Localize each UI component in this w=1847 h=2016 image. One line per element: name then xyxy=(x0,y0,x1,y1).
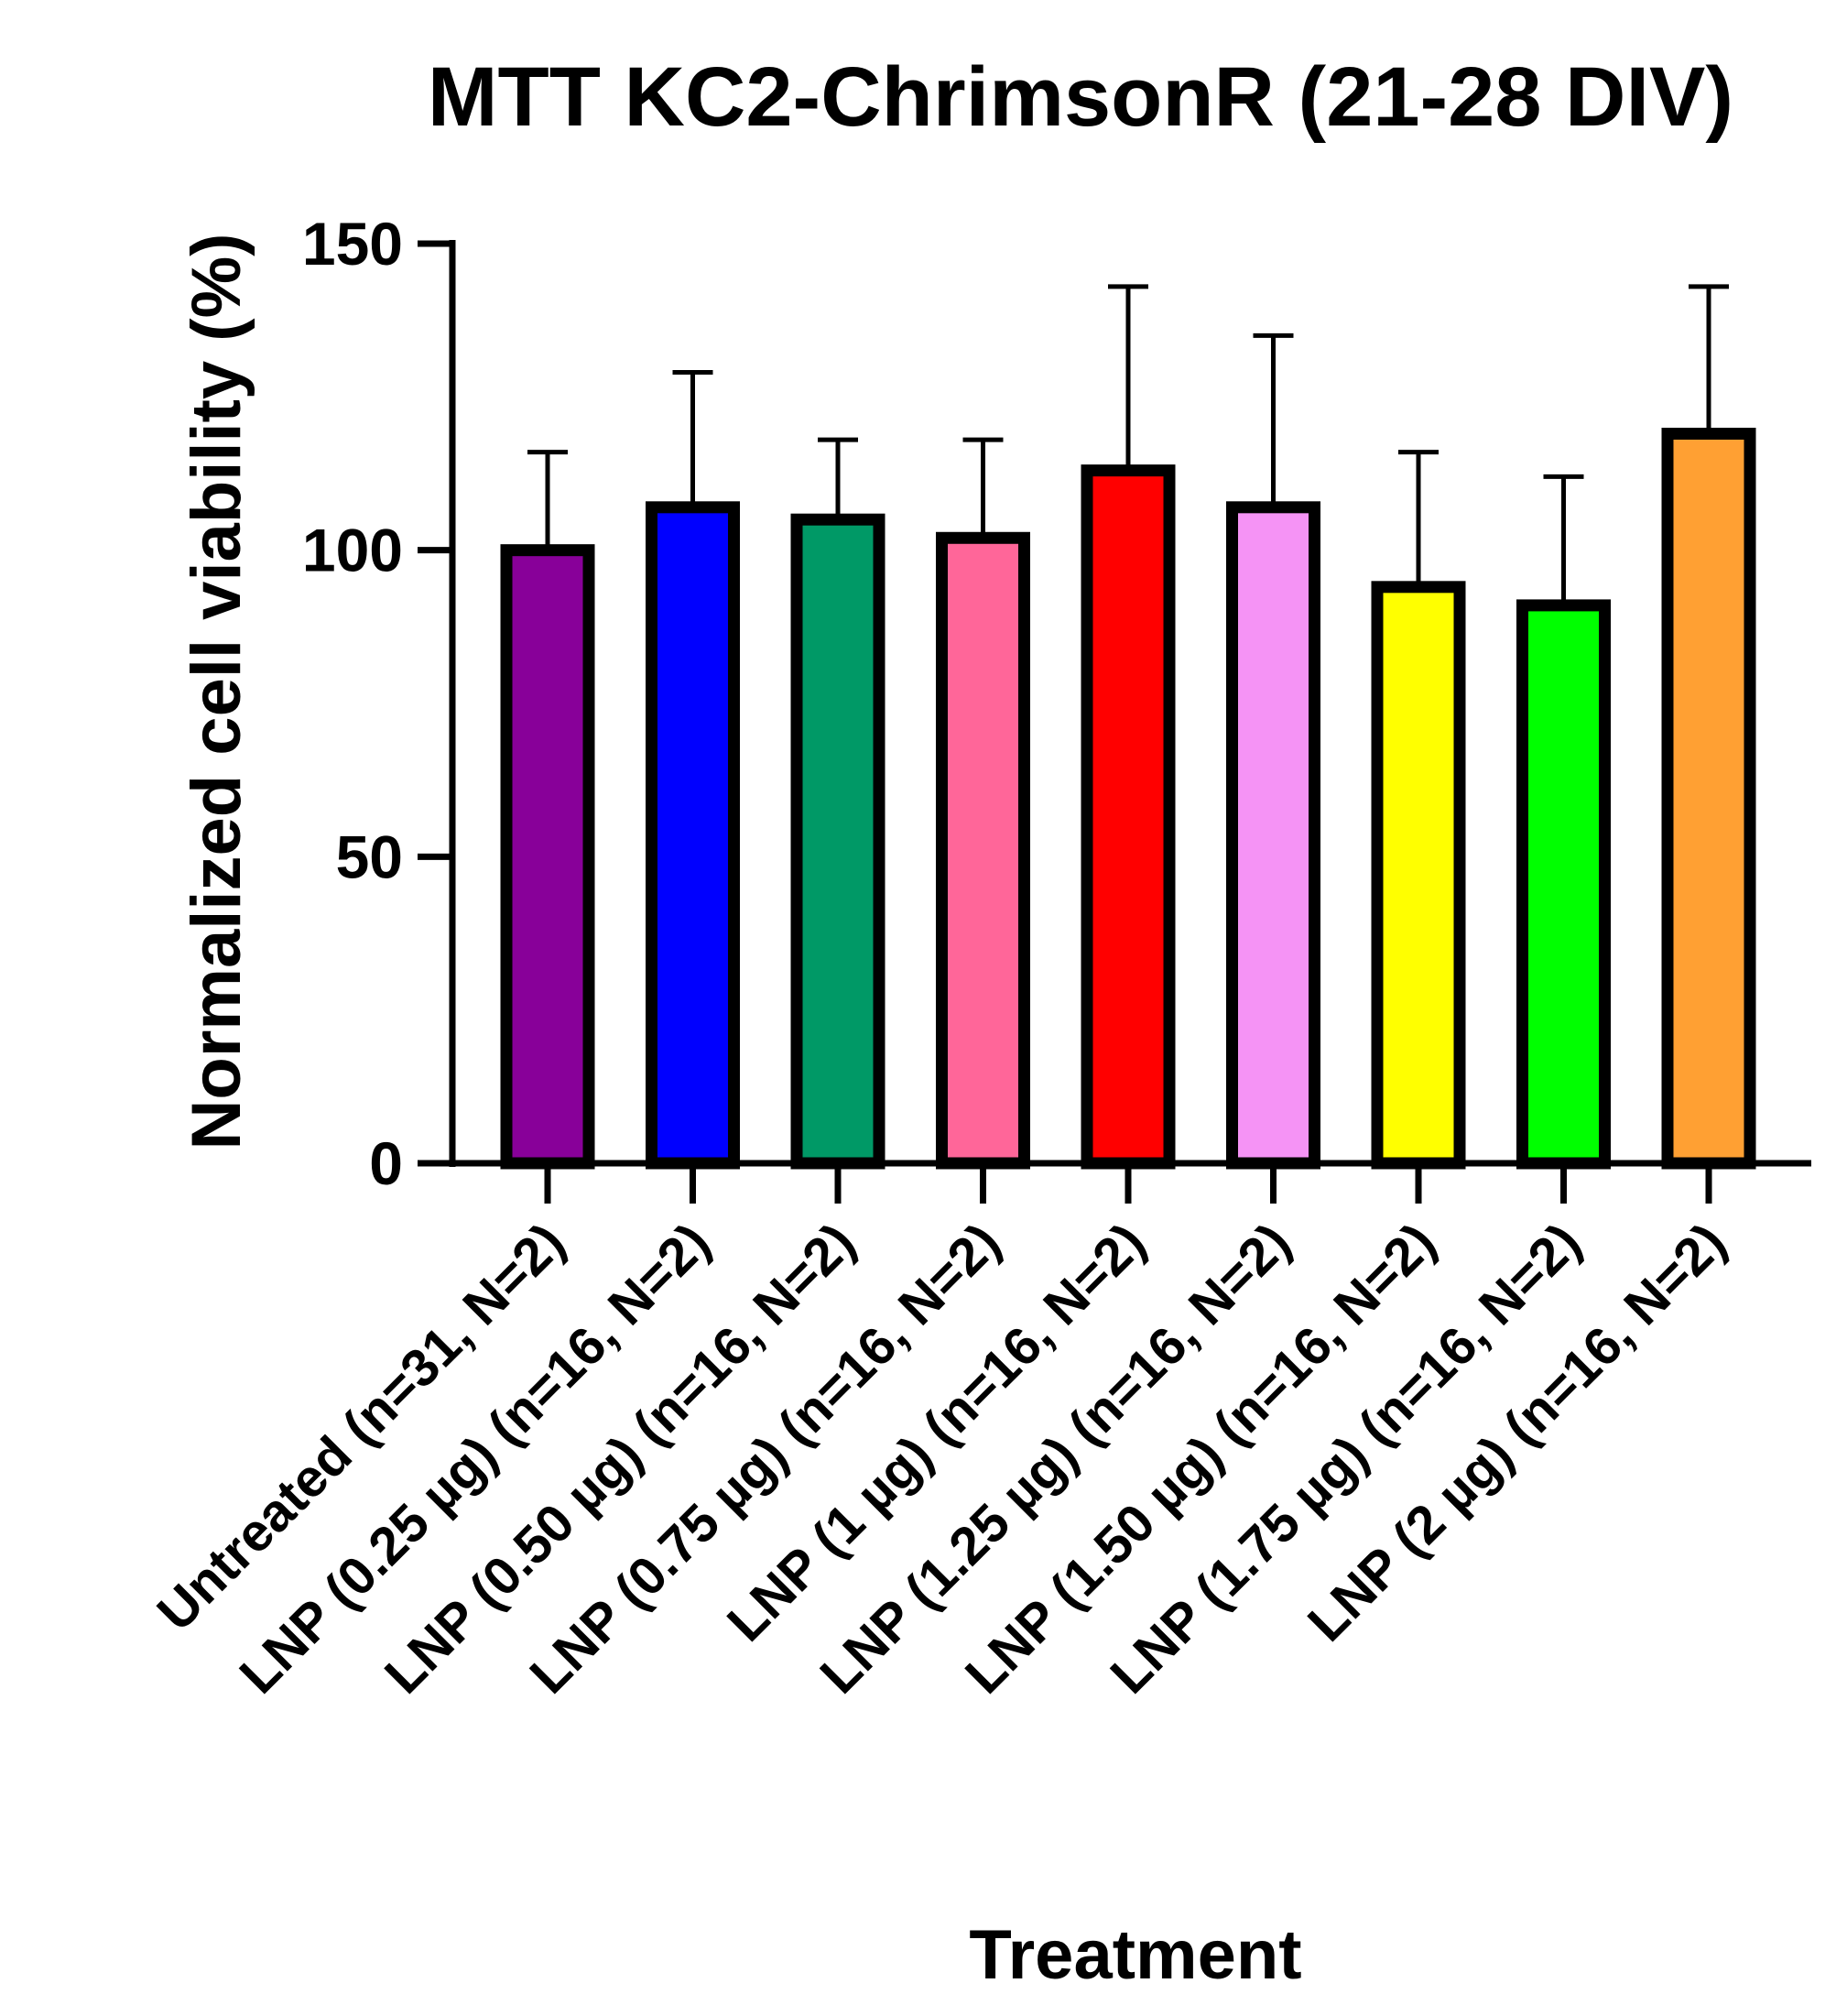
bar-5 xyxy=(1081,464,1176,1170)
y-axis-title: Normalized cell viability (%) xyxy=(178,234,255,1150)
x-axis-title: Treatment xyxy=(969,1916,1301,1994)
bar-7 xyxy=(1371,581,1466,1170)
x-axis: Untreated (n=31, N=2)LNP (0.25 µg) (n=16… xyxy=(146,1160,1811,1705)
bar-3 xyxy=(790,513,885,1170)
bar-6 xyxy=(1226,501,1320,1170)
y-tick-label-50: 50 xyxy=(336,823,403,890)
error-bars-group xyxy=(527,284,1729,605)
chart-title: MTT KC2-ChrimsonR (21-28 DIV) xyxy=(428,50,1733,144)
bar-1 xyxy=(500,544,595,1170)
bar-8 xyxy=(1516,599,1611,1170)
y-tick-label-0: 0 xyxy=(369,1129,403,1197)
y-tick-label-100: 100 xyxy=(302,517,403,584)
bar-4 xyxy=(936,531,1030,1170)
y-axis: 0 50 100 150 xyxy=(302,210,456,1197)
bar-2 xyxy=(646,501,740,1170)
bar-9 xyxy=(1661,427,1756,1170)
y-tick-label-150: 150 xyxy=(302,210,403,278)
